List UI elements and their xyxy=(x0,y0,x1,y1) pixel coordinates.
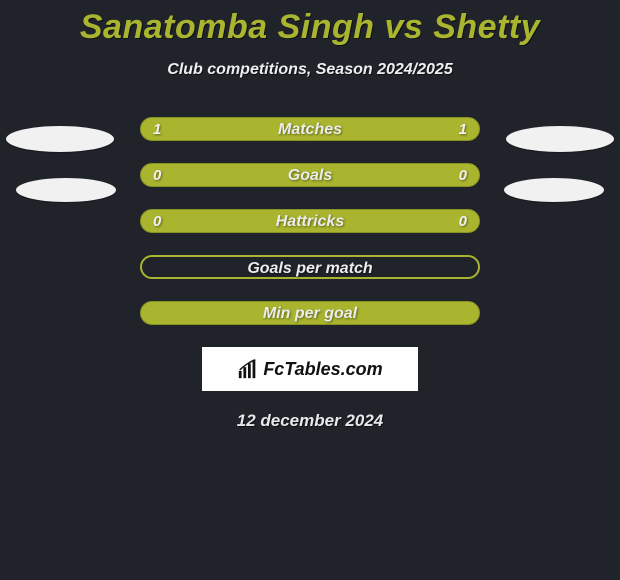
stat-label: Matches xyxy=(141,118,479,142)
date-label: 12 december 2024 xyxy=(0,411,620,431)
stat-row: 0 Hattricks 0 xyxy=(140,209,480,233)
stat-right-value: 0 xyxy=(459,164,467,188)
stat-label: Goals xyxy=(141,164,479,188)
stat-bar-hattricks: 0 Hattricks 0 xyxy=(140,209,480,233)
stat-bar-min-per-goal: Min per goal xyxy=(140,301,480,325)
page-subtitle: Club competitions, Season 2024/2025 xyxy=(0,61,620,79)
stat-right-value: 0 xyxy=(459,210,467,234)
stat-label: Goals per match xyxy=(142,257,478,281)
stat-row: 0 Goals 0 xyxy=(140,163,480,187)
stat-row: Goals per match xyxy=(140,255,480,279)
stat-row: 1 Matches 1 xyxy=(140,117,480,141)
player-left-marker-2 xyxy=(16,178,116,202)
stat-bar-goals: 0 Goals 0 xyxy=(140,163,480,187)
page-title: Sanatomba Singh vs Shetty xyxy=(0,0,620,47)
stat-right-value: 1 xyxy=(459,118,467,142)
stat-label: Hattricks xyxy=(141,210,479,234)
player-right-marker-2 xyxy=(504,178,604,202)
stat-bar-goals-per-match: Goals per match xyxy=(140,255,480,279)
source-logo-text: FcTables.com xyxy=(263,359,382,380)
player-left-marker-1 xyxy=(6,126,114,152)
stat-row: Min per goal xyxy=(140,301,480,325)
stat-label: Min per goal xyxy=(141,302,479,326)
stat-bar-matches: 1 Matches 1 xyxy=(140,117,480,141)
player-right-marker-1 xyxy=(506,126,614,152)
source-logo-box: FcTables.com xyxy=(202,347,418,391)
fctables-chart-icon xyxy=(237,358,259,380)
